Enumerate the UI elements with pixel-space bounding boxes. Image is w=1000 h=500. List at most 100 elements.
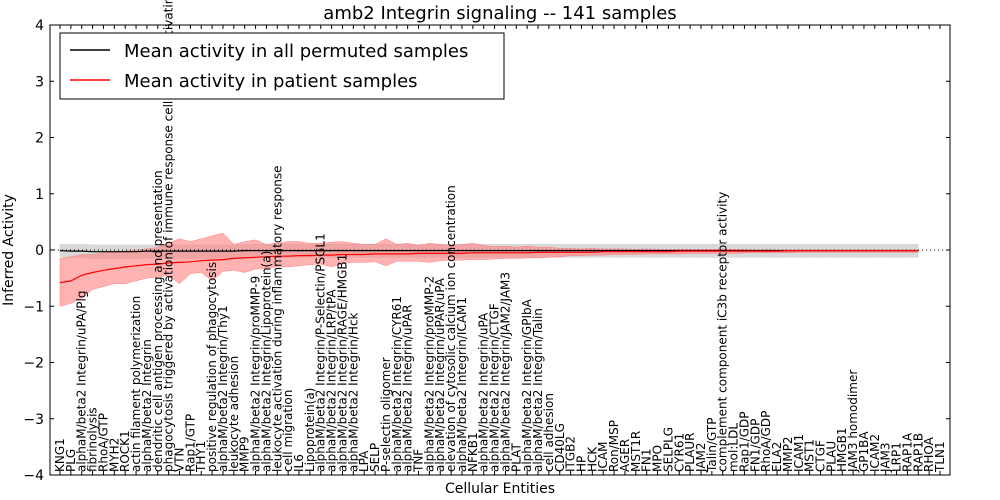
category-label: alphaM/beta2 Integrin/GPIbA bbox=[520, 298, 534, 472]
category-label: RAP1A bbox=[900, 432, 914, 472]
chart-title: amb2 Integrin signaling -- 141 samples bbox=[323, 3, 676, 24]
category-label: ELA2 bbox=[770, 442, 784, 472]
category-label: cell migration bbox=[281, 390, 295, 472]
category-label: MST1R bbox=[629, 431, 643, 472]
category-label: alphaM/beta2 Integrin bbox=[140, 339, 154, 472]
y-tick-label: −1 bbox=[23, 299, 44, 315]
category-label: alphaM/beta2 Integrin/CYR61 bbox=[390, 296, 404, 472]
category-label: IL6 bbox=[292, 454, 306, 472]
category-label: alphaM/beta2 Integrin/Lipoprotein(a) bbox=[259, 251, 273, 472]
y-tick-label: 1 bbox=[35, 187, 44, 203]
category-label: CYR61 bbox=[672, 433, 686, 472]
category-label: alphaM/beta2 Integrin/proMMP-9 bbox=[249, 276, 263, 472]
category-label: complement component iC3b receptor activ… bbox=[716, 192, 730, 472]
category-label: leukocyte adhesion bbox=[227, 356, 241, 472]
category-label: NFKB1 bbox=[466, 432, 480, 472]
category-label: Rap1/GTP bbox=[183, 414, 197, 472]
category-label: alphaM/beta2 Integrin/LRP/tPA bbox=[325, 289, 339, 472]
category-label: MPO bbox=[651, 445, 665, 472]
category-label: PLAU bbox=[824, 441, 838, 472]
category-label: PLG bbox=[64, 449, 78, 472]
category-label: alphaM/beta2 Integrin/JAM2/JAM3 bbox=[498, 272, 512, 472]
category-label: alphaM/beta2 Integrin/ICAM1 bbox=[455, 297, 469, 472]
category-label: ICAM1 bbox=[792, 434, 806, 472]
category-label: RhoA/GTP bbox=[96, 413, 110, 472]
category-label: ICAM2 bbox=[868, 434, 882, 472]
legend-label: Mean activity in all permuted samples bbox=[124, 41, 468, 62]
category-label: TNF bbox=[412, 449, 426, 473]
category-label: mol:LDL bbox=[727, 423, 741, 472]
category-label: alphaM/beta2 Integrin/Talin bbox=[531, 308, 545, 472]
category-label: PLAUR bbox=[683, 432, 697, 472]
category-label: Ron/MSP bbox=[607, 420, 621, 472]
category-label: RAP1B bbox=[911, 433, 925, 472]
category-label: alphaM/beta2 Integrin/Thy1 bbox=[216, 305, 230, 472]
category-label: VTN bbox=[173, 447, 187, 472]
category-label: MMP2 bbox=[781, 436, 795, 472]
y-tick-label: 4 bbox=[35, 18, 44, 34]
category-label: MYH2 bbox=[107, 438, 121, 472]
category-label: JAM2 bbox=[694, 442, 708, 473]
category-label: SELP bbox=[368, 443, 382, 472]
category-label: LPA bbox=[357, 450, 371, 472]
category-label: actin filament polymerization bbox=[129, 296, 143, 472]
y-tick-label: −3 bbox=[23, 412, 44, 428]
category-label: alphaM/beta2 Integrin/CTGF bbox=[488, 303, 502, 472]
category-label: ROCK1 bbox=[118, 430, 132, 472]
category-label: alphaM/beta2 Integrin/RAGE/HMGB1 bbox=[335, 254, 349, 472]
category-label: RHOA bbox=[922, 436, 936, 472]
category-label: Talin/GTP bbox=[705, 418, 719, 473]
category-label: alphaM/beta2 Integrin/uPAR bbox=[401, 304, 415, 472]
category-label: HCK bbox=[585, 446, 599, 472]
x-axis-label: Cellular Entities bbox=[445, 481, 555, 497]
category-label: MST1 bbox=[803, 439, 817, 472]
category-label: TLN1 bbox=[933, 441, 947, 473]
legend-box bbox=[59, 32, 505, 100]
category-label: RhoA/GDP bbox=[759, 411, 773, 472]
category-label: alphaM/beta2 Integrin/uPA bbox=[477, 312, 491, 472]
category-label: Rap1/GDP bbox=[737, 412, 751, 473]
category-label: CD40LG bbox=[553, 423, 567, 472]
y-tick-label: −2 bbox=[23, 356, 44, 372]
category-label: THY1 bbox=[194, 441, 208, 473]
category-label: FN1 bbox=[640, 448, 654, 472]
category-label: positive regulation of phagocytosis bbox=[205, 262, 219, 472]
category-label: alphaM/beta2 Integrin/Hck bbox=[346, 312, 360, 472]
category-label: cell adhesion bbox=[542, 393, 556, 472]
category-label: GP1BA bbox=[857, 431, 871, 472]
category-label: alphaM/beta2 Integrin/proMMP-2 bbox=[422, 276, 436, 472]
category-label: alphaM/beta2 Integrin/uPAR/uPA bbox=[433, 277, 447, 472]
category-label: fibrinolysis bbox=[86, 407, 100, 472]
y-tick-label: 3 bbox=[35, 74, 44, 90]
category-label: JAM3 homodimer bbox=[846, 370, 860, 473]
category-label: PLAT bbox=[509, 443, 523, 472]
category-label: alphaM/beta2 Integrin/P-Selectin/PSGL1 bbox=[314, 233, 328, 472]
y-axis-label: Inferred Activity bbox=[1, 194, 17, 306]
patient-mean-line bbox=[59, 250, 919, 284]
category-label: HMGB1 bbox=[835, 427, 849, 472]
category-label: ITGB2 bbox=[564, 436, 578, 472]
category-label: Lipoprotein(a) bbox=[303, 388, 317, 472]
legend-label: Mean activity in patient samples bbox=[124, 71, 418, 92]
category-label: MMP9 bbox=[238, 436, 252, 472]
category-label: leukocyte activation during inflammatory… bbox=[270, 165, 284, 472]
category-label: AGER bbox=[618, 439, 632, 472]
category-label: alphaM/beta2 Integrin/uPA/Plg bbox=[75, 291, 89, 472]
category-label: SELPLG bbox=[661, 427, 675, 472]
y-tick-label: 0 bbox=[35, 243, 44, 259]
category-label: dendritic cell antigen processing and pr… bbox=[151, 170, 165, 472]
y-tick-label: 2 bbox=[35, 131, 44, 147]
category-label: KNG1 bbox=[53, 438, 67, 472]
category-label: elevation of cytosolic calcium ion conce… bbox=[444, 185, 458, 472]
y-tick-label: −4 bbox=[23, 468, 44, 484]
category-label: CTGF bbox=[813, 440, 827, 472]
category-label: HP bbox=[574, 456, 588, 472]
category-label: P-selectin oligomer bbox=[379, 357, 393, 472]
category-label: JAM3 bbox=[879, 442, 893, 473]
category-label: ICAM bbox=[596, 442, 610, 472]
category-label: FN1/GDP bbox=[748, 419, 762, 472]
category-label: LRP1 bbox=[890, 442, 904, 472]
category-label: phagocytosis triggered by activation of … bbox=[162, 0, 176, 472]
